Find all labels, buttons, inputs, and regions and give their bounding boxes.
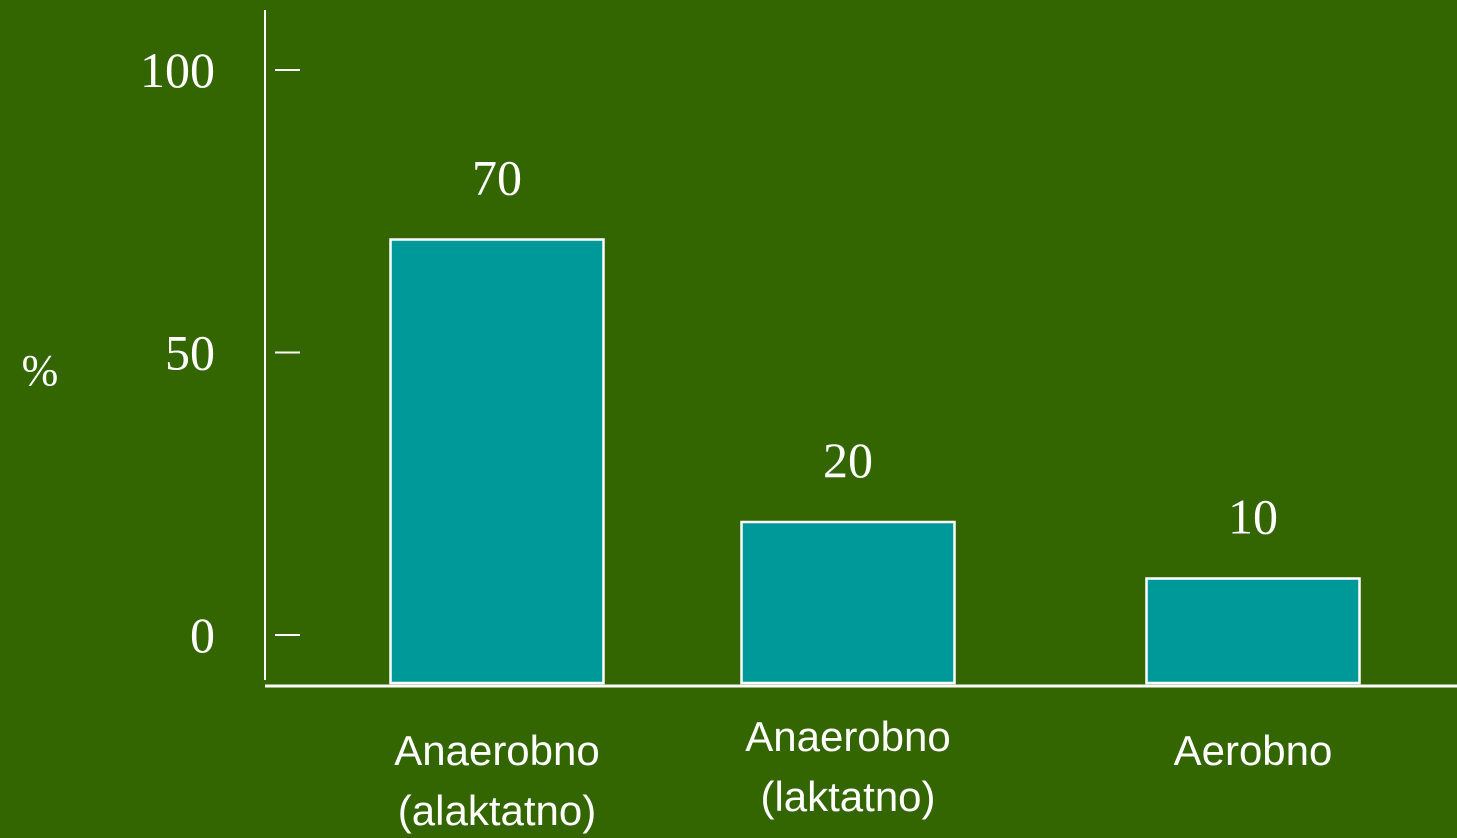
bar-value-label: 70 bbox=[472, 150, 522, 206]
bar-value-label: 20 bbox=[823, 432, 873, 488]
x-category-label: Anaerobno bbox=[394, 727, 600, 774]
x-category-label: Anaerobno bbox=[745, 713, 951, 760]
bar bbox=[740, 520, 956, 685]
category-labels: Anaerobno (alaktatno) Anaerobno (laktatno) A… bbox=[394, 713, 1332, 834]
x-category-label: (alaktatno) bbox=[398, 787, 596, 834]
bar bbox=[1145, 577, 1361, 685]
y-tick-label: 100 bbox=[140, 42, 215, 98]
y-tick-label: 50 bbox=[165, 325, 215, 381]
y-axis-label: % bbox=[22, 346, 59, 395]
bar-value-label: 10 bbox=[1228, 489, 1278, 545]
x-category-label: (laktatno) bbox=[760, 773, 935, 820]
y-ticks: 0 50 100 bbox=[140, 42, 300, 663]
y-tick-label: 0 bbox=[190, 607, 215, 663]
bar bbox=[389, 238, 605, 685]
bars bbox=[389, 238, 1361, 685]
x-category-label: Aerobno bbox=[1174, 727, 1333, 774]
value-labels: 70 20 10 bbox=[472, 150, 1278, 545]
